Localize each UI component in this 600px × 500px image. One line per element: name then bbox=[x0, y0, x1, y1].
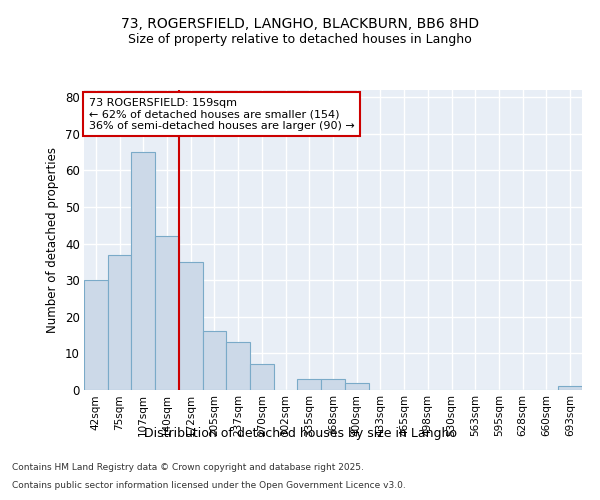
Bar bbox=[345, 382, 368, 390]
Bar bbox=[108, 254, 131, 390]
Bar bbox=[321, 379, 345, 390]
Text: Contains HM Land Registry data © Crown copyright and database right 2025.: Contains HM Land Registry data © Crown c… bbox=[12, 464, 364, 472]
Bar bbox=[298, 379, 321, 390]
Y-axis label: Number of detached properties: Number of detached properties bbox=[46, 147, 59, 333]
Bar bbox=[558, 386, 582, 390]
Bar bbox=[131, 152, 155, 390]
Text: 73, ROGERSFIELD, LANGHO, BLACKBURN, BB6 8HD: 73, ROGERSFIELD, LANGHO, BLACKBURN, BB6 … bbox=[121, 18, 479, 32]
Bar bbox=[84, 280, 108, 390]
Bar bbox=[155, 236, 179, 390]
Text: Size of property relative to detached houses in Langho: Size of property relative to detached ho… bbox=[128, 32, 472, 46]
Text: 73 ROGERSFIELD: 159sqm
← 62% of detached houses are smaller (154)
36% of semi-de: 73 ROGERSFIELD: 159sqm ← 62% of detached… bbox=[89, 98, 355, 130]
Bar bbox=[179, 262, 203, 390]
Text: Contains public sector information licensed under the Open Government Licence v3: Contains public sector information licen… bbox=[12, 481, 406, 490]
Text: Distribution of detached houses by size in Langho: Distribution of detached houses by size … bbox=[143, 428, 457, 440]
Bar bbox=[250, 364, 274, 390]
Bar bbox=[203, 332, 226, 390]
Bar bbox=[226, 342, 250, 390]
